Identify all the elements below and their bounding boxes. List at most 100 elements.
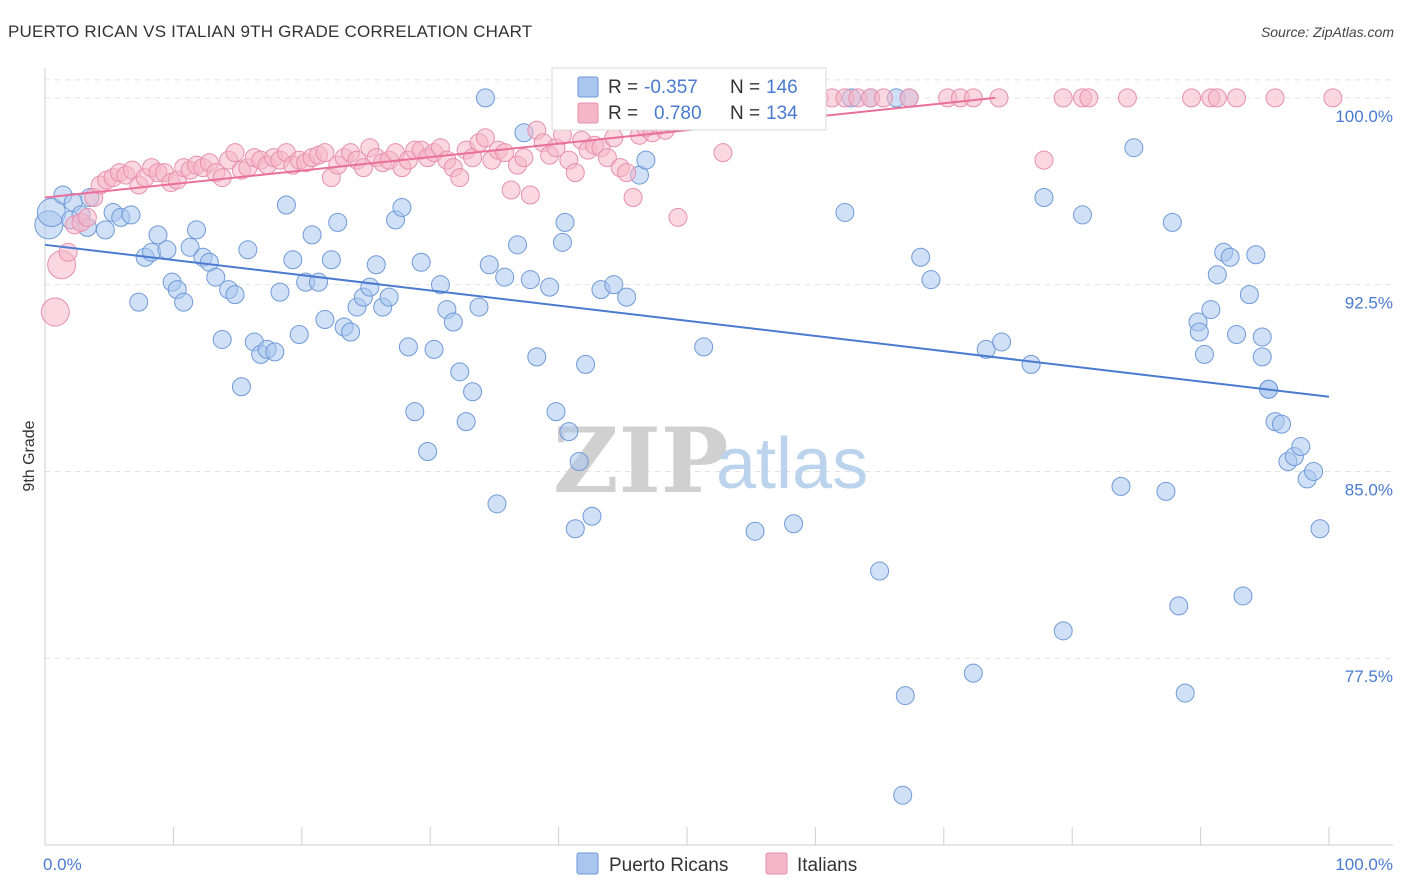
puerto-rican-point <box>1271 414 1291 434</box>
puerto-rican-point <box>582 506 602 526</box>
x-tick-label: 0.0% <box>43 855 82 874</box>
puerto-rican-point <box>835 202 855 222</box>
italian-point <box>1227 88 1247 108</box>
puerto-rican-point <box>424 339 444 359</box>
italian-point <box>617 163 637 183</box>
puerto-rican-point <box>302 225 322 245</box>
puerto-rican-point <box>963 663 983 683</box>
puerto-rican-point <box>694 337 714 357</box>
puerto-rican-point <box>206 267 226 287</box>
italian-point <box>77 207 97 227</box>
puerto-rican-point <box>1111 476 1131 496</box>
x-tick-labels: 0.0% 100.0% <box>43 855 1393 874</box>
puerto-rican-point <box>1034 188 1054 207</box>
italian-point <box>1207 88 1227 108</box>
italian-point <box>713 143 733 163</box>
italian-point <box>1182 88 1202 108</box>
puerto-rican-point <box>456 412 476 432</box>
puerto-rican-point <box>546 402 566 422</box>
legend-r-label-1: R = <box>608 77 638 98</box>
puerto-rican-point <box>1252 347 1272 367</box>
y-axis-label: 9th Grade <box>21 420 38 491</box>
puerto-rican-point <box>784 514 804 534</box>
puerto-rican-point <box>392 197 412 217</box>
puerto-rican-point <box>450 362 470 382</box>
puerto-rican-point <box>487 494 507 514</box>
bottom-legend-swatch-blue <box>576 852 599 875</box>
puerto-rican-point <box>463 382 483 402</box>
puerto-rican-point <box>405 402 425 422</box>
puerto-rican-point <box>1072 205 1092 225</box>
puerto-rican-point <box>508 235 528 255</box>
puerto-rican-point <box>495 267 515 287</box>
y-tick-labels: 100.0% 92.5% 85.0% 77.5% <box>1335 107 1393 686</box>
puerto-rican-point <box>174 292 194 312</box>
legend-r-value-2: 0.780 <box>654 103 702 124</box>
puerto-rican-point <box>895 686 915 706</box>
italian-point <box>565 163 585 183</box>
legend-swatch-blue <box>577 76 599 98</box>
puerto-rican-point <box>328 212 348 232</box>
puerto-rican-point <box>1239 285 1259 305</box>
puerto-rican-point <box>187 220 207 240</box>
puerto-rican-point <box>270 282 290 302</box>
puerto-rican-point <box>360 277 380 297</box>
puerto-rican-point <box>1124 138 1144 158</box>
puerto-rican-point <box>1169 596 1189 616</box>
puerto-rican-point <box>95 220 115 240</box>
puerto-rican-point <box>1207 265 1227 285</box>
puerto-rican-point <box>276 195 296 215</box>
italian-point <box>873 88 893 108</box>
chart-title: PUERTO RICAN VS ITALIAN 9TH GRADE CORREL… <box>8 22 533 41</box>
legend-n-label-1: N = <box>730 77 760 98</box>
watermark-atlas: atlas <box>716 424 868 504</box>
legend-n-value-1: 146 <box>766 77 798 98</box>
trend-line-puerto-ricans <box>44 243 1330 398</box>
puerto-rican-point <box>469 297 489 317</box>
italian-point <box>475 128 495 148</box>
puerto-rican-point <box>265 342 285 362</box>
italian-point <box>597 148 617 168</box>
puerto-rican-point <box>366 255 386 275</box>
puerto-rican-point <box>911 247 931 267</box>
puerto-rican-point <box>520 270 540 290</box>
puerto-rican-point <box>540 277 560 297</box>
puerto-rican-point <box>479 255 499 275</box>
puerto-rican-point <box>1310 519 1330 539</box>
puerto-rican-point <box>475 88 495 108</box>
puerto-rican-point <box>976 339 996 359</box>
puerto-rican-point <box>992 332 1012 352</box>
puerto-rican-point <box>527 347 547 367</box>
y-tick-label: 85.0% <box>1345 480 1393 499</box>
y-tick-label: 100.0% <box>1335 107 1393 126</box>
puerto-rican-point <box>1201 300 1221 320</box>
puerto-rican-point <box>565 519 585 539</box>
italian-point <box>1265 88 1285 108</box>
puerto-rican-point <box>552 232 572 252</box>
puerto-rican-point <box>1233 586 1253 606</box>
legend-r-value-1: -0.357 <box>644 77 698 98</box>
italian-point <box>623 188 643 207</box>
stats-legend: R = -0.357 N = 146 R = 0.780 N = 134 <box>551 67 827 131</box>
puerto-rican-point <box>443 312 463 332</box>
puerto-rican-point <box>576 354 596 374</box>
puerto-rican-point <box>1021 354 1041 374</box>
puerto-rican-point <box>430 275 450 295</box>
puerto-rican-point <box>893 785 913 805</box>
puerto-rican-point <box>745 521 765 541</box>
puerto-rican-point <box>379 287 399 307</box>
puerto-rican-point <box>231 377 251 397</box>
italian-point <box>1117 88 1137 108</box>
italian-point <box>315 143 335 163</box>
puerto-rican-point <box>1246 245 1266 265</box>
italian-point <box>1323 88 1343 108</box>
italian-point <box>520 185 540 205</box>
puerto-rican-point <box>1291 437 1311 457</box>
italian-point <box>1053 88 1073 108</box>
puerto-rican-point <box>283 250 303 270</box>
italian-point <box>40 297 70 327</box>
puerto-rican-point <box>1227 324 1247 344</box>
italian-point <box>668 207 688 227</box>
italian-point <box>963 88 983 108</box>
